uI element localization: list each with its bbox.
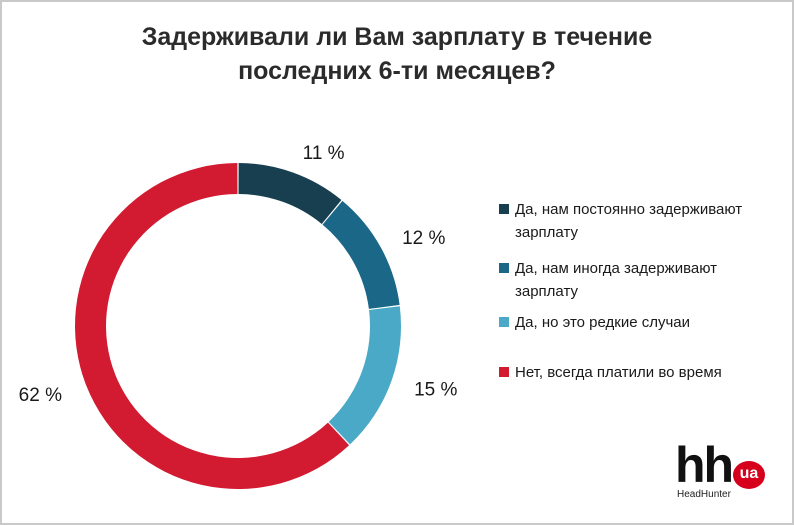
legend-swatch-never [499, 367, 509, 377]
donut-slice-sometimes [322, 200, 400, 309]
legend-item-constantly: Да, нам постоянно задерживают зарплату [499, 198, 779, 244]
logo-subtitle: HeadHunter [677, 489, 731, 500]
logo-hh-text: hh [675, 437, 734, 493]
chart-title-line-2: последних 6-ти месяцев? [238, 57, 556, 85]
legend-label-never: Нет, всегда платили во время [515, 364, 722, 381]
chart-title-line-1: Задерживали ли Вам зарплату в течение [141, 23, 653, 51]
legend-label-sometimes: Да, нам иногда задерживают зарплату [515, 260, 718, 300]
donut-slice-constantly [238, 163, 342, 224]
chart-title: Задерживали ли Вам зарплату в течение по… [2, 20, 792, 88]
donut-slice-never [75, 163, 350, 490]
legend-swatch-constantly [499, 204, 509, 214]
data-label-sometimes: 12 % [402, 228, 445, 249]
legend-item-sometimes: Да, нам иногда задерживают зарплату [499, 257, 779, 303]
legend-label-constantly: Да, нам постоянно задерживают зарплату [515, 201, 743, 241]
headhunter-logo: hh ua HeadHunter [675, 437, 775, 505]
data-label-never: 62 % [19, 385, 62, 406]
data-label-constantly: 11 % [303, 143, 345, 164]
data-label-rarely: 15 % [414, 380, 457, 401]
legend-swatch-rarely [499, 317, 509, 327]
logo-ua-badge: ua [733, 461, 765, 489]
chart-legend: Да, нам постоянно задерживают зарплату Д… [499, 198, 779, 384]
legend-swatch-sometimes [499, 263, 509, 273]
donut-slice-rarely [328, 306, 401, 445]
legend-item-never: Нет, всегда платили во время [499, 361, 779, 384]
legend-item-rarely: Да, но это редкие случаи [499, 311, 779, 334]
legend-label-rarely: Да, но это редкие случаи [515, 314, 691, 331]
